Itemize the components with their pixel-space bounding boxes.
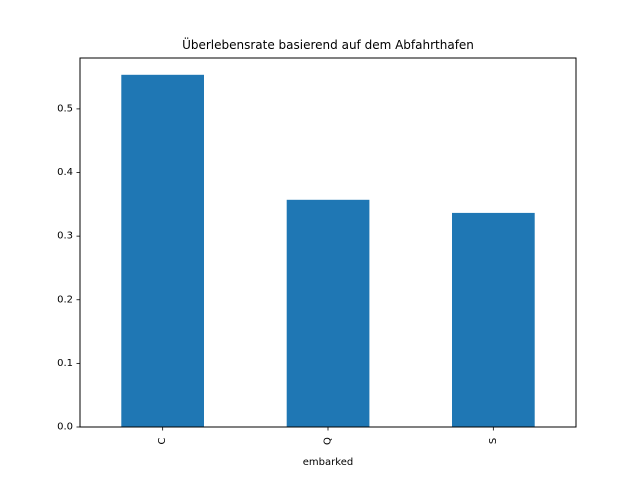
y-axis: 0.0 0.1 0.2 0.3 0.4 0.5: [57, 103, 80, 433]
bars-group: [121, 74, 535, 428]
bar-c: [121, 74, 204, 428]
plot-frame: [79, 57, 577, 428]
y-tick-label: 0.2: [57, 294, 73, 305]
y-tick-label: 0.1: [57, 358, 73, 369]
bar-s: [452, 212, 535, 427]
x-tick-label: C: [157, 437, 168, 444]
y-tick-label: 0.4: [57, 167, 73, 178]
y-tick-label: 0.0: [57, 422, 73, 433]
y-tick-label: 0.5: [57, 103, 73, 114]
x-axis-title: embarked: [303, 457, 353, 468]
chart-title: Überlebensrate basierend auf dem Abfahrt…: [182, 36, 474, 52]
x-tick-label: Q: [323, 437, 334, 445]
bar-q: [286, 199, 370, 427]
y-tick-label: 0.3: [57, 231, 73, 242]
x-tick-label: S: [488, 438, 499, 444]
